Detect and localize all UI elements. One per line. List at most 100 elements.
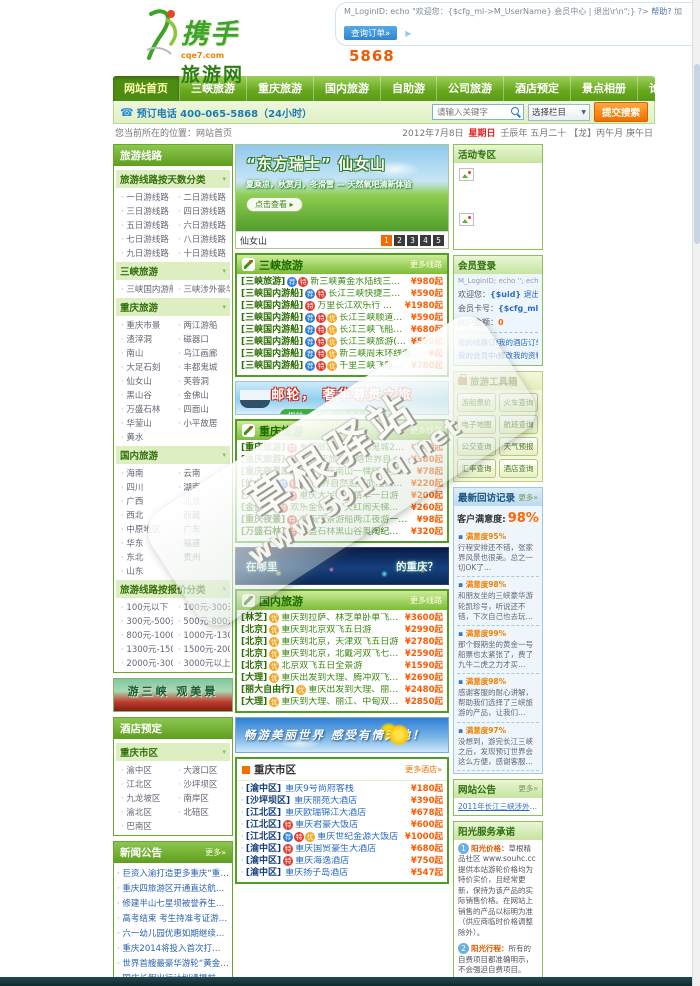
sidebar-link[interactable]: 金佛山 xyxy=(173,388,230,402)
sidebar-link[interactable]: 1300元-1500元 xyxy=(116,642,173,656)
news-item[interactable]: 世界首艘最豪华游轮“黄金一号”… xyxy=(117,955,229,970)
broken-image-icon[interactable] xyxy=(459,213,474,226)
tool-button[interactable]: 游船票价 xyxy=(457,393,496,412)
tour-row[interactable]: [三峡国内游船] 特 万里长江欢乐行 中老年包船13日游 ¥1980起 xyxy=(237,300,447,312)
sidebar-link[interactable]: 七日游线路 xyxy=(116,232,173,246)
hotel-row[interactable]: · [江北区] 重庆欧瑞锦江大酒店 ¥678起 xyxy=(237,807,447,819)
hotel-row[interactable]: · [江北区] 特 重庆君豪大饭店 ¥600起 xyxy=(237,819,447,831)
sidebar-link[interactable]: 1500元-2000元 xyxy=(173,642,230,656)
sidebar-link[interactable]: 大渡口区 xyxy=(173,763,230,777)
tour-row[interactable]: [三峡国内游船] 荐特优 长江三峡旅游(单程)三日精品游 ¥590起 xyxy=(237,336,447,348)
news-item[interactable]: 重庆2014将投入首次打造三峡景区… xyxy=(117,940,229,955)
nav-item[interactable]: 国内旅游 xyxy=(314,76,381,101)
sidebar-link[interactable]: 三峡国内游船 xyxy=(116,282,173,296)
more-link[interactable]: 更多» xyxy=(518,492,538,502)
sidebar-link[interactable]: 大足石刻 xyxy=(116,360,173,374)
tour-row[interactable]: [丽大自由行] 优 重庆出发到大理、丽江自由行双飞五日游 ¥2480起 xyxy=(237,684,447,696)
tour-row[interactable]: [重庆夜景] 特 重庆夜景游船两江夜游一日游 ¥98起 xyxy=(237,514,447,526)
section-header-hotel-area[interactable]: 重庆市区 ▾ xyxy=(116,743,230,761)
sidebar-link[interactable]: 小平故居 xyxy=(173,416,230,430)
news-item[interactable]: 六一幼儿园优惠如期继续开展 xyxy=(117,925,229,940)
sidebar-link[interactable]: 芙蓉洞 xyxy=(173,374,230,388)
scrollbar[interactable] xyxy=(692,0,700,986)
slider-page-button[interactable]: 1 xyxy=(381,234,392,246)
tour-row[interactable]: [林芝] 优 重庆到拉萨、林芝单卧单飞七日游 ¥3600起 xyxy=(237,612,447,624)
sidebar-link[interactable]: 800元-1000元 xyxy=(116,628,173,642)
more-link[interactable]: 更多线路 xyxy=(410,596,442,605)
sidebar-link[interactable]: 万盛石林 xyxy=(116,402,173,416)
slider-page-button[interactable]: 4 xyxy=(420,234,431,246)
slider-view-button[interactable]: 点击查看 ▸ xyxy=(246,197,303,212)
order-query-button[interactable]: 查询订单» xyxy=(344,26,398,40)
tour-row[interactable]: [北京] 优 重庆到北京，天津双飞五日游 ¥2780起 xyxy=(237,636,447,648)
sidebar-link[interactable]: 福建 xyxy=(173,536,230,550)
tool-button[interactable]: 酒店查询 xyxy=(499,459,538,478)
tool-button[interactable]: 公交查询 xyxy=(457,437,496,456)
sidebar-link[interactable]: 两江游船 xyxy=(173,318,230,332)
sidebar-link[interactable]: 渝北区 xyxy=(116,805,173,819)
search-icon[interactable] xyxy=(510,107,521,117)
sidebar-link[interactable]: 山东 xyxy=(116,564,173,578)
tour-row[interactable]: [重庆旅游] 特优 重庆旅游攻略世界自然遗产地—武隆两… ¥380起 xyxy=(237,454,447,466)
more-link[interactable]: 更多线路 xyxy=(410,426,442,435)
tool-button[interactable]: 航班查询 xyxy=(499,415,538,434)
hotel-row[interactable]: · [沙坪坝区] 重庆丽苑大酒店 ¥390起 xyxy=(237,795,447,807)
sidebar-link[interactable]: 2000元-3000元 xyxy=(116,656,173,670)
night-city-banner[interactable]: 在哪里 的重庆？ xyxy=(235,547,449,585)
more-link[interactable]: 更多线路 xyxy=(410,260,442,269)
sidebar-link[interactable]: 十日游线路 xyxy=(173,246,230,260)
sidebar-link[interactable]: 三日游线路 xyxy=(116,204,173,218)
section-header-guonei[interactable]: 国内旅游 ▾ xyxy=(116,446,230,464)
help-link[interactable]: 帮助? xyxy=(651,7,672,16)
sidebar-link[interactable]: 仙女山 xyxy=(116,374,173,388)
search-submit-button[interactable]: 提交搜索 xyxy=(593,102,648,122)
tour-row[interactable]: [三峡国内游船] 荐特优 千里三峡飞船二日游 ¥780起 xyxy=(237,360,447,372)
slider-page-button[interactable]: 5 xyxy=(433,234,444,246)
sidebar-link[interactable]: 黄水 xyxy=(116,430,173,444)
sidebar-link[interactable]: 湖南 xyxy=(173,480,230,494)
sidebar-link[interactable]: 九龙坡区 xyxy=(116,791,173,805)
tour-row[interactable]: [重庆夜景旅游] 特 坐在南山一棵树,重庆夜景尽收眼底 ¥78起 xyxy=(237,466,447,478)
slider-page-button[interactable]: 3 xyxy=(407,234,418,246)
sidebar-link[interactable]: 一日游线路 xyxy=(116,190,173,204)
tour-row[interactable]: [重庆旅游] 特 重庆旅游攻略丰都鬼城2日游（行程单） ¥340起 xyxy=(237,442,447,454)
slider-image[interactable]: “东方瑞士” 仙女山 夏乘凉，秋赏月，冬滑雪 — 天然氧吧清新体验 点击查看 ▸ xyxy=(236,145,448,231)
sidebar-link[interactable]: 华蓥山 xyxy=(116,416,173,430)
tour-row[interactable]: [三峡国内游船] 荐特优 长江三峡顺道三日游 ¥590起 xyxy=(237,312,447,324)
sidebar-link[interactable]: 广东 xyxy=(173,522,230,536)
tool-button[interactable]: 汇率查询 xyxy=(457,459,496,478)
sidebar-link[interactable]: 江北区 xyxy=(116,777,173,791)
nav-item[interactable]: 酒店预定 xyxy=(504,76,571,101)
sidebar-link[interactable]: 中原地区 xyxy=(116,522,173,536)
tour-row[interactable]: [北京] 优 重庆到北京，北戴河双飞七日游 ¥2590起 xyxy=(237,648,447,660)
sidebar-link[interactable]: 云南 xyxy=(173,466,230,480)
tour-row[interactable]: [万盛石林] 特 万盛石林黑山谷奥陶纪二日游 ¥320起 xyxy=(237,526,447,538)
logout-link[interactable]: 退出 xyxy=(523,289,538,299)
hotel-row[interactable]: · [渝中区] 重庆9号尚府客栈 ¥180起 xyxy=(237,783,447,795)
tour-row[interactable]: [金佛山] 特 欢乐金佛山，火红闹天梯二日游 ¥260起 xyxy=(237,502,447,514)
sidebar-link[interactable]: 五日游线路 xyxy=(116,218,173,232)
sidebar-link[interactable]: 华东 xyxy=(116,536,173,550)
sidebar-link[interactable]: 二日游线路 xyxy=(173,190,230,204)
section-header-chongqing[interactable]: 重庆旅游 ▾ xyxy=(116,298,230,316)
nav-item[interactable]: 网站首页 xyxy=(113,76,180,101)
nav-item[interactable]: 三峡旅游 xyxy=(180,76,247,101)
hotel-row[interactable]: · [江北区] 荐特优 重庆世纪金源大饭店 ¥1000起 xyxy=(237,831,447,843)
news-item[interactable]: 高考结束 考生持准考证游金佛山… xyxy=(117,910,229,925)
sidebar-link[interactable]: 八日游线路 xyxy=(173,232,230,246)
hotel-row[interactable]: · [渝中区] 特 重庆海逸酒店 ¥750起 xyxy=(237,855,447,867)
sidebar-link[interactable]: 南山 xyxy=(116,346,173,360)
news-item[interactable]: 重庆四旅游区开通直达航空机场 开… xyxy=(117,880,229,895)
tour-row[interactable]: [仙女山] 荐特优 世界自然遗产武隆仙女山，天坑休闲… ¥220起 xyxy=(237,478,447,490)
tool-button[interactable]: 电子地图 xyxy=(457,415,496,434)
tour-row[interactable]: [北京] 优 重庆到北京双飞五日游 ¥2990起 xyxy=(237,624,447,636)
sidebar-link[interactable]: 广西 xyxy=(116,494,173,508)
sidebar-link[interactable]: 100元以下 xyxy=(116,600,173,614)
sidebar-link[interactable]: 1000元-1300元 xyxy=(173,628,230,642)
sidebar-link[interactable]: 海南 xyxy=(116,466,173,480)
sidebar-link[interactable]: 四面山 xyxy=(173,402,230,416)
slider-page-button[interactable]: 2 xyxy=(394,234,405,246)
hotel-row[interactable]: · [渝中区] 特 重庆国贸豪生大酒店 ¥680起 xyxy=(237,843,447,855)
sidebar-link[interactable]: 六日游线路 xyxy=(173,218,230,232)
sidebar-link[interactable]: 北碚区 xyxy=(173,805,230,819)
